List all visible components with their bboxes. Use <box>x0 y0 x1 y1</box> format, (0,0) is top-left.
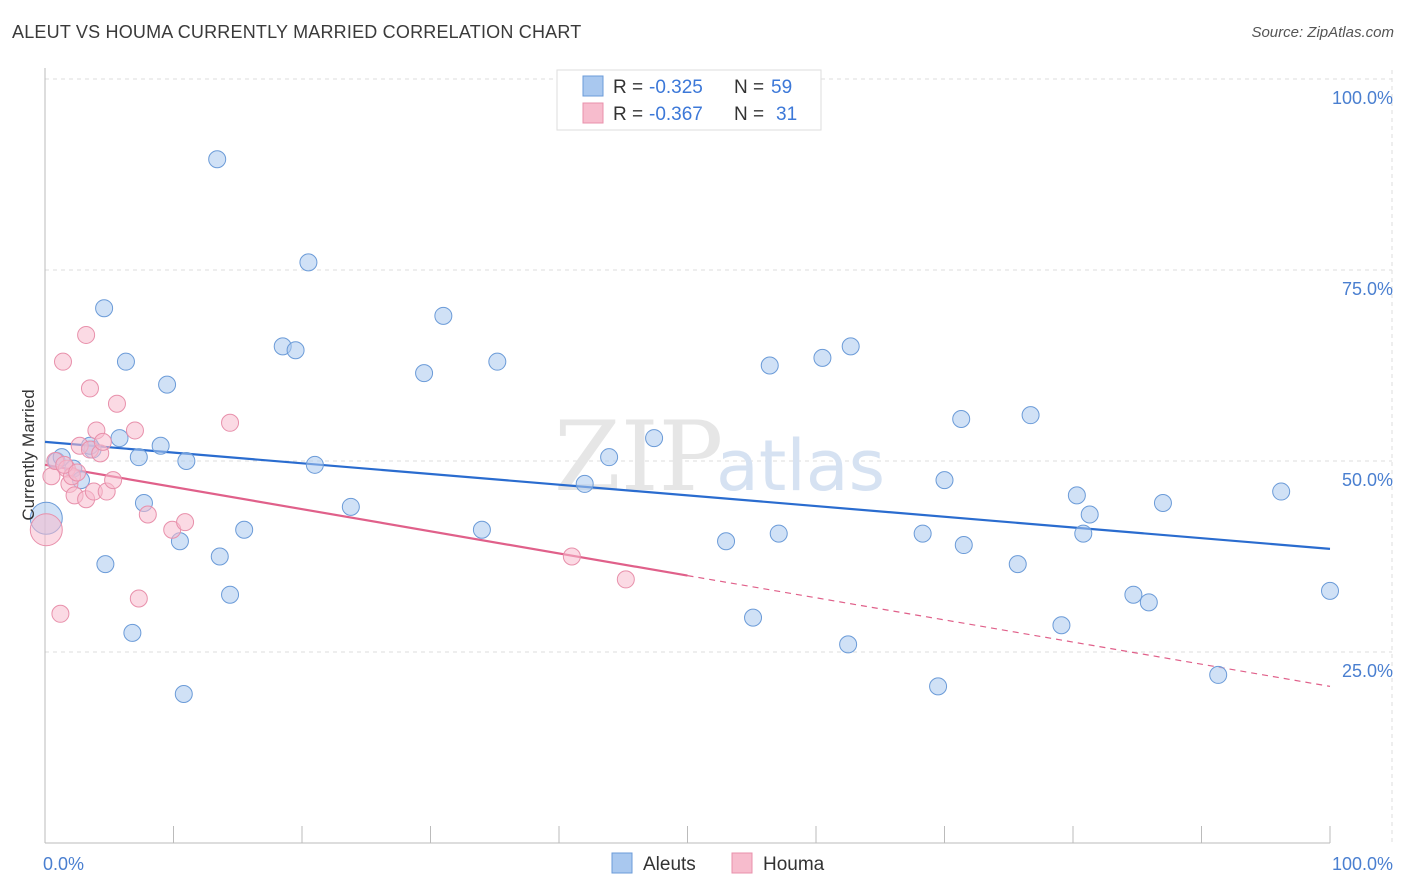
point-aleuts-37 <box>769 524 788 543</box>
point-aleuts-55 <box>1209 665 1228 684</box>
y-tick-label-3: 25.0% <box>1342 661 1393 681</box>
point-aleuts-10 <box>116 352 135 371</box>
y-tick-label-0: 100.0% <box>1332 88 1393 108</box>
point-aleuts-26 <box>305 455 324 474</box>
chart-source: Source: ZipAtlas.com <box>1251 24 1394 41</box>
watermark: ZIP atlas <box>554 401 885 513</box>
point-aleuts-36 <box>760 356 779 375</box>
point-aleuts-44 <box>952 409 971 428</box>
legend-swatch-houma <box>582 102 604 124</box>
watermark-atlas: atlas <box>716 425 885 507</box>
legend-n-label-aleuts: N = <box>734 77 764 98</box>
bottom-legend: Aleuts Houma <box>611 852 825 875</box>
point-aleuts-52 <box>1124 585 1143 604</box>
bottom-legend-swatch-aleuts <box>611 852 633 874</box>
point-aleuts-35 <box>744 608 763 627</box>
point-aleuts-42 <box>929 677 948 696</box>
point-houma-4 <box>53 352 72 371</box>
point-aleuts-11 <box>123 623 142 642</box>
point-aleuts-22 <box>235 520 254 539</box>
point-aleuts-14 <box>151 436 170 455</box>
point-houma-28 <box>616 570 635 589</box>
y-tick-label-1: 75.0% <box>1342 279 1393 299</box>
point-aleuts-29 <box>434 306 453 325</box>
point-aleuts-17 <box>177 452 196 470</box>
point-houma-17 <box>93 432 112 451</box>
point-aleuts-47 <box>1021 406 1040 425</box>
point-aleuts-58 <box>575 474 594 493</box>
y-tick-label-2: 50.0% <box>1342 470 1393 490</box>
point-aleuts-24 <box>286 341 305 360</box>
legend-r-label-aleuts: R = <box>613 77 643 98</box>
point-houma-0 <box>29 513 63 547</box>
bottom-legend-swatch-houma <box>731 852 753 874</box>
trendline-aleuts-0 <box>44 440 1331 550</box>
point-aleuts-33 <box>645 429 664 448</box>
point-aleuts-48 <box>1052 616 1071 635</box>
legend-r-value-aleuts: -0.325 <box>649 77 703 98</box>
legend-r-label-houma: R = <box>613 104 643 125</box>
tick-labels: 100.0% 75.0% 50.0% 25.0% 0.0% 100.0% <box>43 88 1393 874</box>
point-houma-26 <box>221 413 240 432</box>
point-aleuts-43 <box>935 471 954 490</box>
point-aleuts-40 <box>841 337 860 356</box>
point-houma-22 <box>129 589 148 608</box>
point-aleuts-12 <box>129 448 148 467</box>
point-aleuts-25 <box>299 253 318 272</box>
point-houma-25 <box>176 513 195 532</box>
point-aleuts-28 <box>415 364 434 383</box>
chart-title: ALEUT VS HOUMA CURRENTLY MARRIED CORRELA… <box>12 22 582 42</box>
point-aleuts-19 <box>208 150 227 169</box>
point-aleuts-32 <box>600 448 619 467</box>
point-aleuts-21 <box>221 585 240 604</box>
point-houma-13 <box>80 379 99 398</box>
point-aleuts-53 <box>1139 593 1158 612</box>
axes <box>44 68 1331 844</box>
point-aleuts-57 <box>1321 581 1339 600</box>
legend-r-value-houma: -0.367 <box>649 104 703 125</box>
y-axis-label: Currently Married <box>19 389 38 520</box>
bottom-legend-label-houma: Houma <box>763 854 825 875</box>
point-houma-3 <box>51 604 70 623</box>
point-aleuts-54 <box>1153 494 1172 513</box>
point-aleuts-49 <box>1067 486 1086 505</box>
data-points <box>29 150 1339 704</box>
point-aleuts-20 <box>210 547 229 566</box>
legend-n-value-houma: 31 <box>776 104 797 125</box>
point-aleuts-7 <box>95 299 114 318</box>
point-houma-21 <box>125 421 144 440</box>
point-aleuts-39 <box>839 635 858 654</box>
point-aleuts-30 <box>472 520 491 539</box>
legend-n-value-aleuts: 59 <box>771 77 792 98</box>
x-tick-label-1: 100.0% <box>1332 854 1393 874</box>
point-aleuts-50 <box>1074 524 1093 543</box>
point-aleuts-9 <box>110 429 129 448</box>
point-aleuts-46 <box>1008 555 1027 574</box>
point-aleuts-38 <box>813 348 832 367</box>
point-aleuts-41 <box>913 524 932 543</box>
legend-n-label-houma: N = <box>734 104 764 125</box>
point-houma-20 <box>107 394 126 413</box>
point-houma-23 <box>138 505 157 524</box>
point-houma-11 <box>77 325 96 344</box>
point-aleuts-56 <box>1272 482 1291 501</box>
trendline-houma-2 <box>687 575 1331 687</box>
point-aleuts-18 <box>174 685 193 704</box>
point-aleuts-34 <box>717 532 736 551</box>
point-aleuts-45 <box>954 536 973 555</box>
point-aleuts-51 <box>1080 505 1099 524</box>
watermark-zip: ZIP <box>554 401 723 513</box>
point-aleuts-27 <box>341 497 360 516</box>
x-tick-label-0: 0.0% <box>43 854 84 874</box>
point-houma-27 <box>562 547 581 566</box>
point-houma-30 <box>68 463 87 482</box>
top-legend: R = -0.325 N = 59 R = -0.367 N = 31 <box>556 69 822 131</box>
point-houma-19 <box>104 471 123 490</box>
point-aleuts-15 <box>158 375 177 394</box>
point-aleuts-31 <box>488 352 507 371</box>
bottom-legend-label-aleuts: Aleuts <box>643 854 696 875</box>
legend-swatch-aleuts <box>582 75 604 97</box>
point-aleuts-8 <box>96 555 115 574</box>
